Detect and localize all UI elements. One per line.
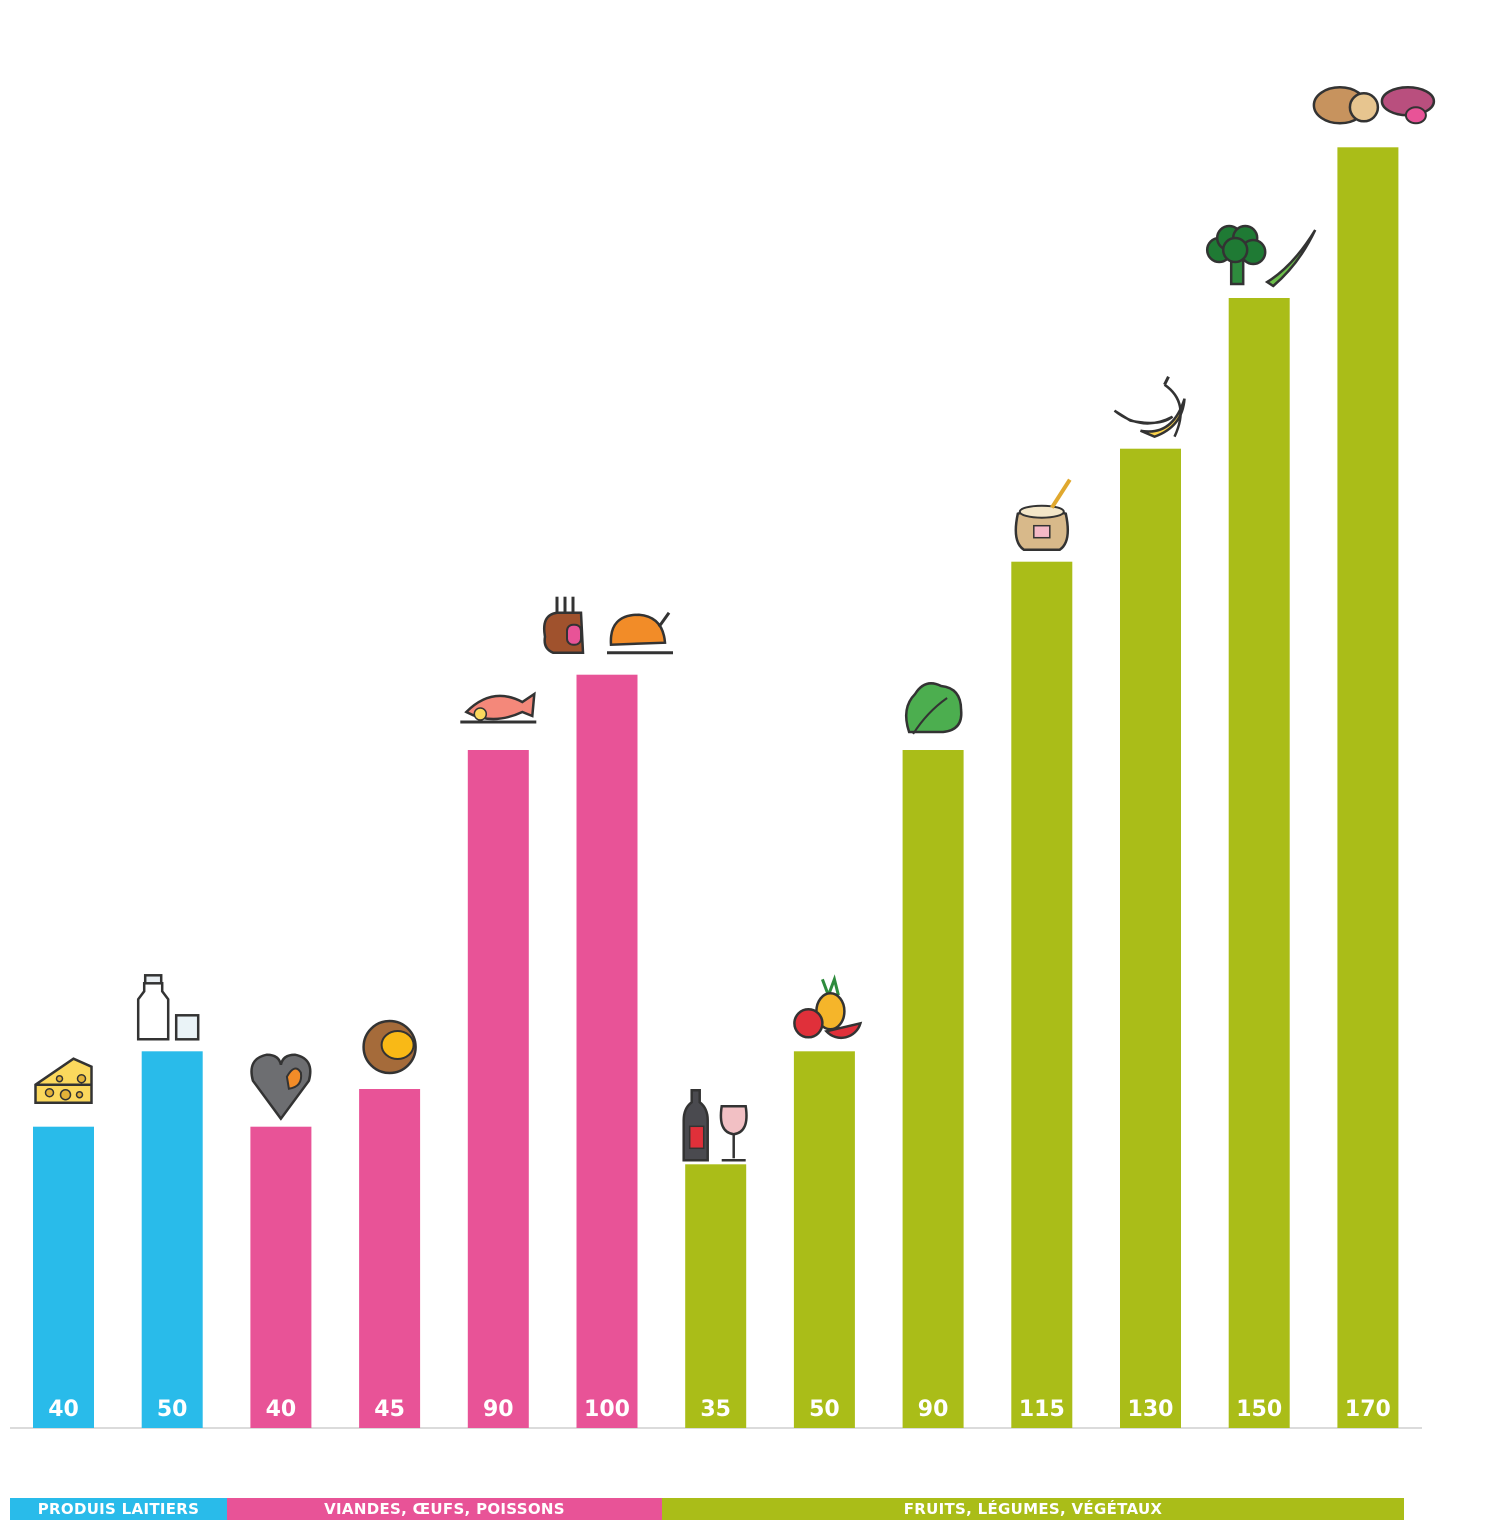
meat-poultry-icon bbox=[543, 596, 673, 655]
bar-value-label: 40 bbox=[266, 1397, 297, 1422]
bars-layer: 40 50 40 45 90 100 35 50 90 115 130 150 170 bbox=[33, 147, 1399, 1428]
milk-icon bbox=[136, 974, 200, 1041]
bar-value-label: 170 bbox=[1345, 1397, 1391, 1422]
bar-milk bbox=[141, 1051, 203, 1428]
wine-icon bbox=[682, 1089, 748, 1162]
bar-broccoli-beans bbox=[1228, 298, 1290, 1428]
bar-potato-sweet-potato bbox=[1337, 147, 1399, 1428]
category-band-meat: VIANDES, ŒUFS, POISSONS bbox=[227, 1498, 662, 1520]
bar-value-label: 100 bbox=[584, 1397, 630, 1422]
bar-fruits bbox=[793, 1051, 855, 1428]
bar-egg bbox=[359, 1089, 421, 1428]
category-band-dairy: PRODUIS LAITIERS bbox=[10, 1498, 227, 1520]
bar-fish bbox=[467, 750, 529, 1428]
bar-meat-poultry bbox=[576, 674, 638, 1428]
bar-value-label: 90 bbox=[483, 1397, 514, 1422]
bar-cheese bbox=[33, 1126, 94, 1428]
bar-grain bbox=[1011, 561, 1073, 1428]
bar-banana bbox=[1120, 448, 1181, 1428]
bar-value-label: 35 bbox=[700, 1397, 731, 1422]
bar-wine bbox=[685, 1164, 747, 1428]
banana-icon bbox=[1113, 376, 1186, 439]
broccoli-bean-icon bbox=[1205, 224, 1317, 288]
grain-sack-icon bbox=[1014, 478, 1072, 551]
icons-layer bbox=[34, 86, 1436, 1162]
bar-value-label: 40 bbox=[48, 1397, 79, 1422]
egg-icon bbox=[362, 1019, 417, 1075]
bar-value-label: 130 bbox=[1128, 1397, 1174, 1422]
bar-value-label: 50 bbox=[157, 1397, 188, 1422]
mussel-icon bbox=[250, 1053, 312, 1121]
bar-value-label: 115 bbox=[1019, 1397, 1065, 1422]
cheese-icon bbox=[34, 1057, 93, 1104]
salad-icon bbox=[904, 682, 963, 735]
bar-value-label: 50 bbox=[809, 1397, 840, 1422]
bar-mussels bbox=[250, 1126, 312, 1428]
potato-icon bbox=[1312, 86, 1436, 125]
fish-icon bbox=[460, 691, 537, 724]
category-band-plant: FRUITS, LÉGUMES, VÉGÉTAUX bbox=[662, 1498, 1404, 1520]
fruit-icon bbox=[793, 974, 863, 1040]
bar-value-label: 45 bbox=[374, 1397, 405, 1422]
bar-salad bbox=[902, 750, 964, 1428]
bar-value-label: 150 bbox=[1236, 1397, 1282, 1422]
bar-value-label: 90 bbox=[918, 1397, 949, 1422]
